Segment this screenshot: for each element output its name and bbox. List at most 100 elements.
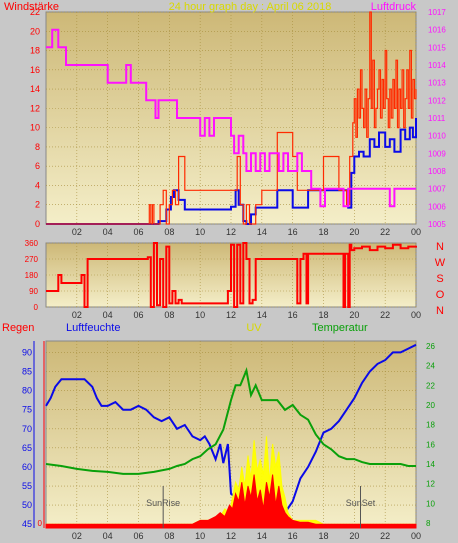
humidity-tick-label: 85: [22, 367, 32, 377]
x-tick-label: 06: [133, 227, 143, 237]
x-tick-label: 18: [318, 227, 328, 237]
x-tick-label: 12: [226, 227, 236, 237]
x-tick-label: 08: [164, 531, 174, 541]
temperatur-label: Temperatur: [312, 322, 368, 334]
wind-tick-label: 4: [35, 180, 40, 190]
x-tick-label: 16: [288, 227, 298, 237]
humidity-line: [45, 343, 417, 518]
x-tick-label: 02: [72, 531, 82, 541]
x-tick-label: 04: [103, 310, 113, 320]
x-tick-label: 10: [195, 531, 205, 541]
pressure-line: [46, 28, 416, 208]
x-tick-label: 00: [411, 310, 421, 320]
pressure-tick-label: 1010: [428, 132, 446, 141]
wind_gust-line: [46, 11, 417, 225]
direction-tick-label: 180: [25, 271, 39, 280]
data-series: [45, 11, 417, 529]
humidity-tick-label: 80: [22, 386, 32, 396]
x-tick-label: 16: [288, 531, 298, 541]
temperature-line: [45, 366, 416, 475]
pressure-tick-label: 1014: [428, 61, 446, 70]
direction-tick-label: 90: [29, 287, 38, 296]
temperature-tick-label: 10: [426, 499, 435, 508]
humidity-tick-label: 75: [22, 405, 32, 415]
pressure-tick-label: 1006: [428, 202, 446, 211]
pressure-tick-label: 1005: [428, 220, 446, 229]
x-tick-label: 00: [411, 227, 421, 237]
direction-tick-label: 360: [25, 239, 39, 248]
x-tick-label: 14: [257, 310, 267, 320]
regen-label: Regen: [2, 322, 34, 334]
wind-tick-label: 0: [35, 219, 40, 229]
x-tick-label: 20: [349, 310, 359, 320]
temperature-tick-label: 12: [426, 480, 435, 489]
wind-tick-label: 12: [30, 103, 40, 113]
direction-tick-label: 270: [25, 255, 39, 264]
pressure-tick-label: 1015: [428, 43, 446, 52]
x-tick-label: 12: [226, 531, 236, 541]
rain-area: [45, 474, 417, 529]
humidity-tick-label: 55: [22, 481, 32, 491]
x-tick-label: 20: [349, 227, 359, 237]
x-tick-label: 14: [257, 531, 267, 541]
pressure-tick-label: 1012: [428, 96, 446, 105]
x-tick-label: 22: [380, 227, 390, 237]
x-tick-label: 04: [103, 531, 113, 541]
pressure-tick-label: 1011: [428, 114, 446, 123]
wind-tick-label: 10: [30, 123, 40, 133]
pressure-tick-label: 1009: [428, 149, 446, 158]
wind-tick-label: 2: [35, 200, 40, 210]
temperature-tick-label: 14: [426, 460, 435, 469]
wind-tick-label: 14: [30, 84, 40, 94]
humidity-tick-label: 45: [22, 519, 32, 529]
temperature-tick-label: 26: [426, 342, 435, 351]
x-tick-label: 22: [380, 310, 390, 320]
x-tick-label: 06: [133, 531, 143, 541]
pressure-tick-label: 1013: [428, 79, 446, 88]
x-tick-label: 08: [164, 310, 174, 320]
compass-s: S: [436, 273, 443, 285]
pressure-tick-label: 1008: [428, 167, 446, 176]
x-tick-label: 16: [288, 310, 298, 320]
axis-labels: 02 04 06 08 10 12 14 16 18 20 22 000246810121416182…: [22, 7, 446, 541]
compass-n-bottom: N: [436, 305, 444, 317]
humidity-tick-label: 60: [22, 462, 32, 472]
x-tick-label: 18: [318, 310, 328, 320]
wind-tick-label: 22: [30, 7, 40, 17]
pressure-tick-label: 1017: [428, 8, 446, 17]
humidity-tick-label: 65: [22, 443, 32, 453]
x-tick-label: 12: [226, 310, 236, 320]
luftdruck-label: Luftdruck: [371, 1, 417, 13]
x-tick-label: 10: [195, 310, 205, 320]
temperature-tick-label: 24: [426, 362, 435, 371]
humidity-tick-label: 70: [22, 424, 32, 434]
x-tick-label: 06: [133, 310, 143, 320]
x-tick-label: 02: [72, 227, 82, 237]
compass-o: O: [436, 289, 445, 301]
chart-title: 24 hour graph day : April 06 2018: [169, 1, 332, 13]
pressure-tick-label: 1007: [428, 185, 446, 194]
wind-tick-label: 6: [35, 161, 40, 171]
x-tick-label: 20: [349, 531, 359, 541]
x-tick-label: 10: [195, 227, 205, 237]
compass-n-top: N: [436, 241, 444, 253]
x-tick-label: 00: [411, 531, 421, 541]
luftfeuchte-label: Luftfeuchte: [66, 322, 120, 334]
humidity-tick-label: 50: [22, 500, 32, 510]
x-tick-label: 22: [380, 531, 390, 541]
temperature-tick-label: 18: [426, 421, 435, 430]
wind-tick-label: 20: [30, 26, 40, 36]
compass-w: W: [435, 257, 446, 269]
temperature-tick-label: 20: [426, 401, 435, 410]
humidity-tick-label: 90: [22, 347, 32, 357]
x-tick-label: 04: [103, 227, 113, 237]
rain-tick-label: 0: [38, 519, 43, 528]
pressure-tick-label: 1016: [428, 26, 446, 35]
windstaerke-label: Windstärke: [4, 1, 59, 13]
temperature-tick-label: 8: [426, 519, 431, 528]
temperature-tick-label: 16: [426, 440, 435, 449]
wind-tick-label: 18: [30, 46, 40, 56]
wind-tick-label: 8: [35, 142, 40, 152]
x-tick-label: 02: [72, 310, 82, 320]
